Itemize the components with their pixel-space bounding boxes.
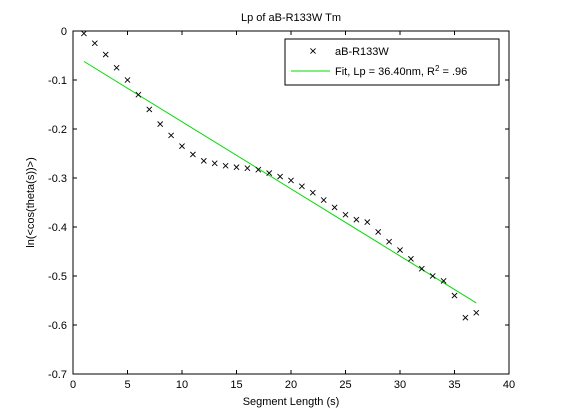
data-point — [353, 216, 360, 223]
y-axis-ticks: 0 -0.1 -0.2 -0.3 -0.4 -0.5 -0.6 -0.7 — [48, 26, 509, 381]
data-point — [189, 151, 196, 158]
data-point — [462, 314, 469, 321]
y-tick-label: -0.1 — [48, 75, 67, 87]
x-tick-label: 10 — [176, 379, 188, 391]
fit-line — [83, 60, 477, 304]
x-tick-label: 15 — [230, 379, 242, 391]
data-point — [451, 292, 458, 299]
plot-frame — [72, 30, 510, 375]
data-point — [298, 183, 305, 190]
data-point — [309, 189, 316, 196]
data-point — [288, 177, 294, 184]
y-tick-label: 0 — [61, 26, 67, 38]
x-tick-label: 20 — [285, 379, 297, 391]
y-tick-label: -0.4 — [48, 222, 67, 234]
data-point — [342, 211, 349, 218]
data-point — [102, 51, 109, 58]
series-layer — [80, 30, 480, 321]
data-point — [429, 273, 436, 279]
data-point — [80, 30, 87, 37]
data-point — [320, 197, 327, 203]
data-point — [418, 265, 425, 272]
x-tick-label: 40 — [503, 379, 515, 391]
data-point — [364, 219, 371, 226]
x-axis-ticks: 0 5 10 15 20 25 30 35 40 — [70, 31, 515, 391]
data-point — [386, 238, 393, 245]
data-point — [179, 143, 185, 150]
data-point — [277, 173, 284, 180]
data-point — [440, 277, 447, 284]
data-point — [473, 309, 480, 316]
legend-fit-name: Fit, Lp = 36.40nm, R — [335, 66, 435, 78]
legend-fit-superscript: 2 — [435, 64, 440, 73]
data-point — [244, 165, 251, 172]
data-point — [168, 132, 175, 139]
y-tick-label: -0.3 — [48, 173, 67, 185]
x-tick-label: 35 — [448, 379, 460, 391]
x-tick-label: 30 — [394, 379, 406, 391]
x-axis-label: Segment Length (s) — [243, 396, 340, 408]
y-tick-label: -0.6 — [48, 320, 67, 332]
legend-fit-suffix: = .96 — [439, 66, 467, 78]
data-point — [135, 91, 142, 98]
legend-label-fit: Fit, Lp = 36.40nm, R2 = .96 — [335, 64, 467, 79]
data-point — [222, 162, 229, 169]
y-tick-label: -0.5 — [48, 271, 67, 283]
data-point — [113, 64, 120, 71]
legend-marker-scatter — [310, 48, 316, 54]
plot-area — [73, 31, 509, 374]
data-point — [146, 106, 153, 113]
data-point — [375, 228, 382, 235]
data-point — [200, 157, 207, 164]
data-point — [91, 40, 98, 47]
x-tick-label: 0 — [70, 379, 76, 391]
data-point — [397, 247, 403, 253]
data-point — [407, 255, 414, 262]
data-point — [266, 170, 273, 177]
legend-box — [284, 38, 500, 86]
data-point — [255, 166, 262, 173]
x-tick-label: 5 — [124, 379, 130, 391]
y-tick-label: -0.7 — [48, 369, 67, 381]
legend-label-scatter: aB-R133W — [335, 46, 389, 58]
data-point — [211, 160, 218, 167]
data-point — [157, 121, 164, 128]
y-axis-label: ln(<cos(theta(s))>) — [25, 157, 37, 247]
data-point — [124, 77, 131, 83]
chart-title: Lp of aB-R133W Tm — [241, 12, 341, 24]
y-tick-label: -0.2 — [48, 124, 67, 136]
data-point — [331, 204, 338, 211]
data-point — [233, 164, 240, 171]
x-tick-label: 25 — [339, 379, 351, 391]
legend: aB-R133W Fit, Lp = 36.40nm, R2 = .96 — [284, 38, 500, 86]
